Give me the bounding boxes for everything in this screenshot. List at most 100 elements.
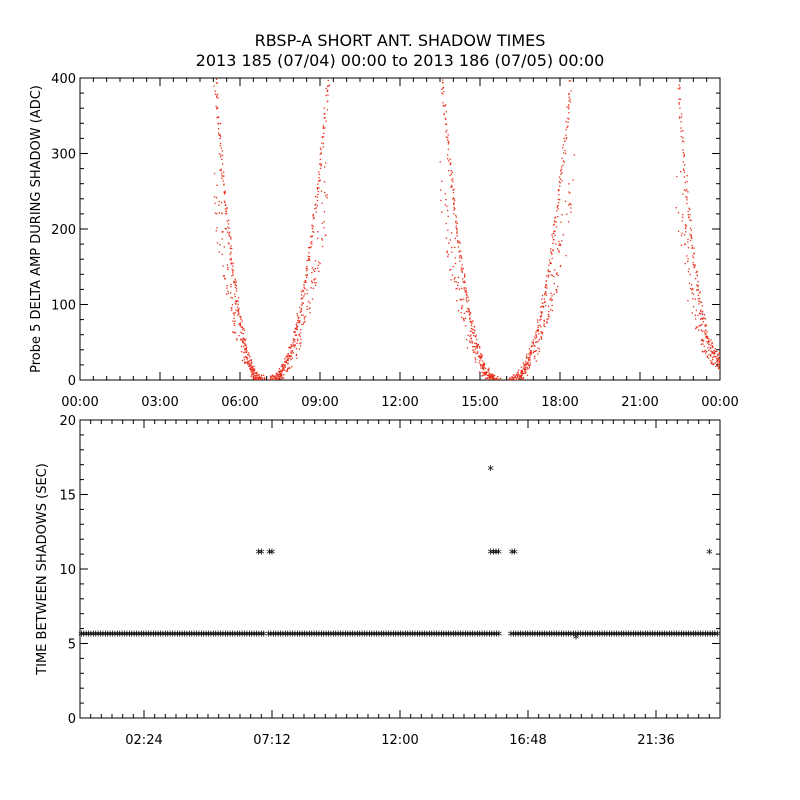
data-point xyxy=(247,361,249,363)
data-point xyxy=(263,377,266,380)
data-point xyxy=(300,308,303,310)
data-point xyxy=(703,317,705,320)
data-point xyxy=(514,379,517,380)
data-point xyxy=(327,94,329,96)
data-point xyxy=(718,360,720,363)
data-point xyxy=(234,311,236,314)
data-point xyxy=(220,168,222,170)
data-point xyxy=(447,143,450,145)
data-point xyxy=(551,234,553,236)
data-point xyxy=(471,322,473,325)
data-point xyxy=(565,136,568,139)
data-point xyxy=(520,370,523,372)
data-point xyxy=(528,348,531,350)
data-point xyxy=(450,170,452,172)
data-point xyxy=(293,338,295,340)
data-point xyxy=(675,207,677,209)
baseline-marker: * xyxy=(596,630,603,645)
data-point xyxy=(704,324,706,326)
baseline-marker: * xyxy=(284,630,291,645)
baseline-marker: * xyxy=(373,630,380,645)
x-tick-label: 21:36 xyxy=(637,733,674,748)
data-point xyxy=(688,282,691,285)
data-point xyxy=(294,338,296,341)
data-point xyxy=(261,377,263,379)
data-point xyxy=(700,317,703,320)
baseline-marker: * xyxy=(95,630,102,645)
data-point xyxy=(522,362,524,364)
data-point xyxy=(682,161,684,163)
data-point xyxy=(541,298,543,300)
data-point xyxy=(259,378,261,380)
data-point xyxy=(324,117,326,119)
data-point xyxy=(693,247,695,249)
data-point xyxy=(682,168,685,170)
data-point xyxy=(218,122,220,125)
data-point xyxy=(550,308,552,311)
data-point xyxy=(461,306,463,309)
data-point xyxy=(288,367,291,370)
data-point xyxy=(706,340,708,343)
data-point xyxy=(689,213,691,216)
baseline-marker: * xyxy=(342,630,349,645)
data-point xyxy=(232,262,234,264)
data-point xyxy=(253,372,255,375)
data-point xyxy=(304,320,306,323)
data-point xyxy=(313,281,316,284)
data-point xyxy=(475,342,478,345)
data-point xyxy=(323,117,326,119)
data-point xyxy=(529,359,531,361)
data-point xyxy=(523,365,526,367)
baseline-marker: * xyxy=(152,630,159,645)
data-point xyxy=(678,103,680,105)
data-point xyxy=(700,324,702,326)
data-point xyxy=(325,87,327,90)
data-point xyxy=(708,343,710,346)
data-point xyxy=(454,262,457,265)
data-point xyxy=(223,183,225,185)
data-point xyxy=(569,101,572,103)
data-point xyxy=(326,109,329,111)
data-point xyxy=(306,292,308,295)
data-point xyxy=(525,364,527,366)
baseline-marker: * xyxy=(116,630,123,645)
data-point xyxy=(448,242,450,244)
data-point xyxy=(528,367,530,369)
data-point xyxy=(221,253,224,255)
baseline-marker: * xyxy=(580,630,587,645)
data-point xyxy=(702,321,705,323)
data-point xyxy=(261,378,263,380)
baseline-marker: * xyxy=(541,630,548,645)
data-point xyxy=(464,281,466,283)
data-point xyxy=(247,363,249,366)
data-point xyxy=(252,373,254,376)
data-point xyxy=(474,346,476,348)
outlier-marker: * xyxy=(490,548,497,563)
y-tick-label: 300 xyxy=(51,148,76,163)
baseline-marker: * xyxy=(256,630,263,645)
baseline-marker: * xyxy=(464,630,471,645)
data-point xyxy=(716,361,718,363)
data-point xyxy=(540,318,542,321)
data-point xyxy=(513,376,515,379)
data-point xyxy=(535,337,537,340)
data-point xyxy=(688,268,690,270)
data-point xyxy=(291,357,293,359)
data-point xyxy=(713,351,715,354)
data-point xyxy=(524,364,526,366)
data-point xyxy=(248,365,250,367)
baseline-marker: * xyxy=(241,630,248,645)
data-point xyxy=(461,268,463,271)
data-point xyxy=(253,371,255,373)
data-point xyxy=(262,379,265,380)
data-point xyxy=(259,376,261,378)
data-point xyxy=(470,327,473,330)
data-point xyxy=(233,324,236,327)
data-point xyxy=(472,332,475,334)
data-point xyxy=(302,302,304,304)
data-point xyxy=(285,370,287,372)
data-point xyxy=(541,305,544,307)
data-point xyxy=(707,337,709,340)
data-point xyxy=(558,240,560,243)
data-point xyxy=(448,160,450,162)
